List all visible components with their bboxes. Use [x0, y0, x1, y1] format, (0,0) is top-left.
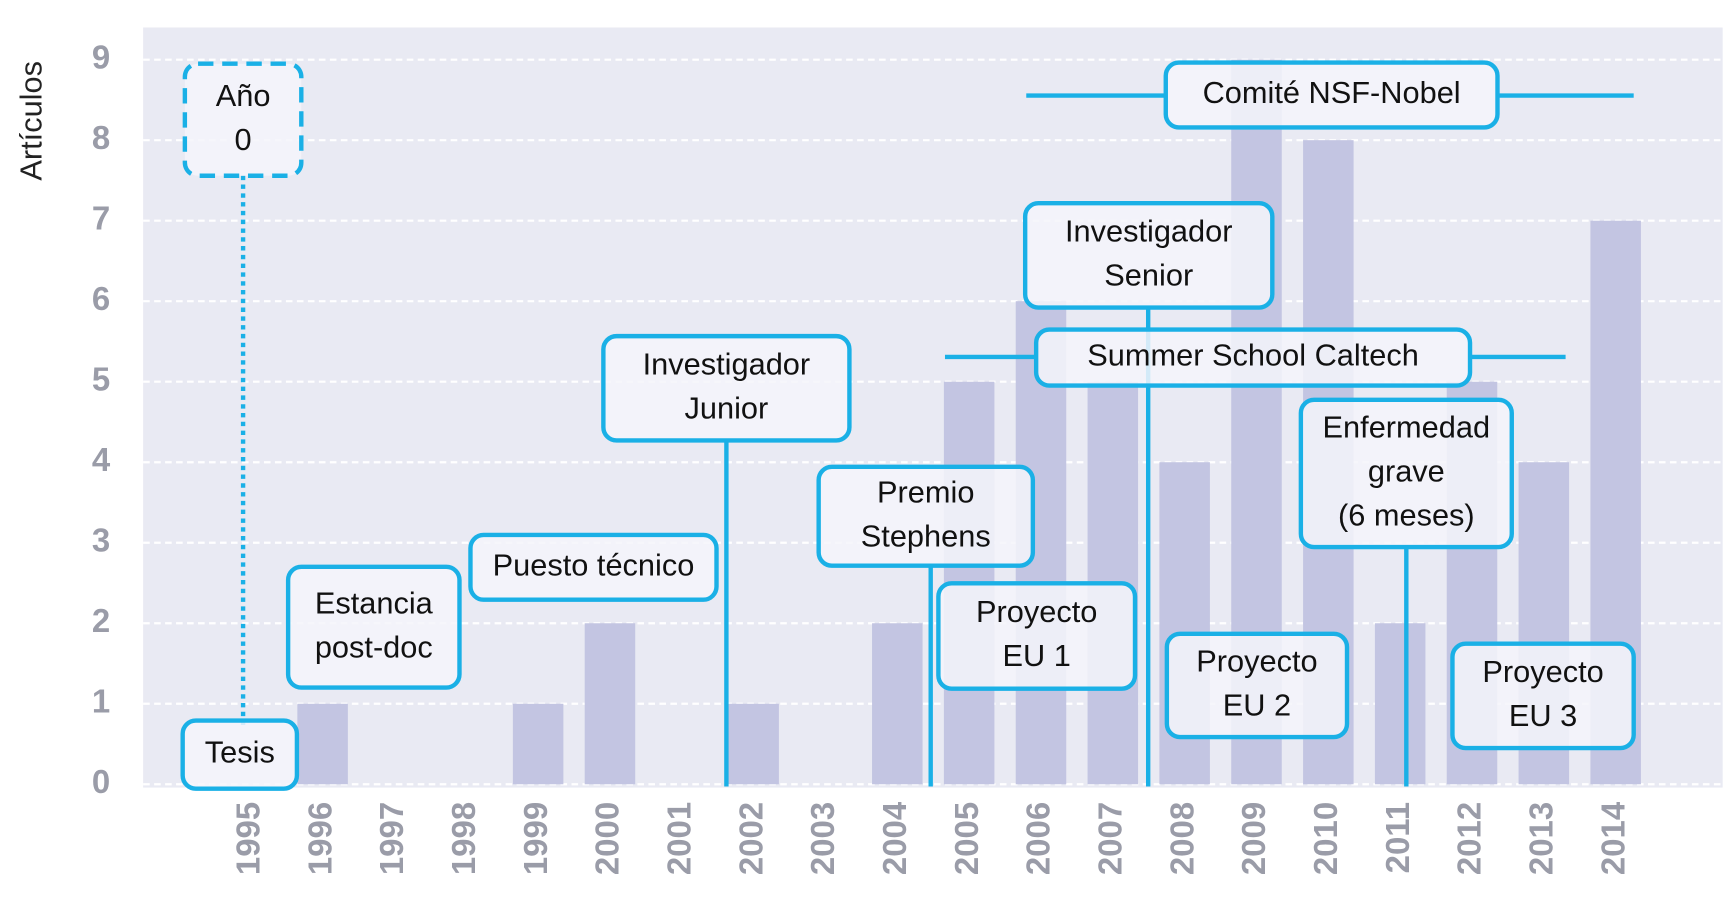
annotation: Puesto técnico: [468, 532, 719, 602]
x-tick-label: 2013: [1523, 802, 1560, 875]
annotation: Tesis: [180, 718, 300, 791]
y-tick-label: 4: [92, 441, 111, 478]
annotation-box: [1450, 641, 1636, 751]
annotation-text: Estancia: [315, 585, 434, 620]
annotation-text: Proyecto: [976, 594, 1097, 629]
annotation-text: Puesto técnico: [493, 547, 695, 582]
annotation-box: [180, 718, 300, 791]
x-tick-label: 2012: [1451, 802, 1488, 875]
annotation-text: Año: [216, 78, 271, 113]
annotation-text: Proyecto: [1196, 644, 1317, 679]
x-tick-label: 2006: [1020, 802, 1057, 875]
annotation-text: Investigador: [643, 346, 811, 381]
bar: [512, 703, 564, 785]
x-tick-label: 2000: [589, 802, 626, 875]
annotation-text: Investigador: [1065, 214, 1233, 249]
x-tick-label: 1996: [301, 802, 338, 875]
annotation-text: 0: [235, 122, 252, 157]
y-tick-label: 6: [92, 280, 110, 317]
y-tick-label: 9: [92, 38, 110, 75]
annotation: Proyecto EU 2: [1164, 631, 1350, 740]
x-tick-label: 2007: [1092, 802, 1129, 875]
x-tick-label: 2002: [732, 802, 769, 875]
annotation-box: [816, 464, 1036, 568]
annotation-text: EU 3: [1509, 698, 1577, 733]
annotation-box: [1163, 60, 1500, 130]
annotation-text: Proyecto: [1482, 654, 1603, 689]
annotation-text: Comité NSF-Nobel: [1203, 75, 1461, 110]
annotation-box: [1033, 327, 1473, 388]
x-tick-label: 2005: [948, 802, 985, 875]
annotation-text: Premio: [877, 474, 974, 509]
annotation-box: [1164, 631, 1350, 740]
x-tick-label: 2004: [876, 801, 913, 875]
x-tick-label: 2010: [1307, 802, 1344, 875]
annotation-box: [182, 61, 304, 178]
bar: [872, 623, 923, 785]
bar: [728, 703, 779, 785]
y-tick-label: 8: [92, 119, 110, 156]
annotation-box: [936, 581, 1138, 691]
annotation-text: grave: [1368, 454, 1445, 489]
annotation: Proyecto EU 1: [936, 581, 1138, 691]
annotation-box: [1298, 397, 1514, 550]
x-tick-label: 2014: [1594, 801, 1631, 875]
annotation-text: post-doc: [315, 629, 433, 664]
x-tick-label: 2001: [661, 802, 698, 875]
annotation-box: [468, 532, 719, 602]
annotation-text: Summer School Caltech: [1087, 338, 1419, 373]
x-tick-label: 1999: [517, 802, 554, 875]
annotation: Summer School Caltech: [1033, 327, 1473, 388]
x-tick-label: 2008: [1163, 802, 1200, 875]
annotation-text: EU 2: [1223, 688, 1291, 723]
annotation-box: [285, 564, 462, 690]
y-tick-label: 5: [92, 360, 110, 397]
annotation: Año 0: [182, 61, 304, 178]
annotation: Investigador Senior: [1022, 201, 1275, 310]
annotation-text: Junior: [685, 390, 769, 425]
annotation: Proyecto EU 3: [1450, 641, 1636, 751]
bar: [297, 703, 348, 785]
x-tick-label: 2011: [1379, 802, 1416, 873]
x-tick-label: 2003: [804, 802, 841, 875]
annotation-text: Senior: [1104, 257, 1193, 292]
annotation-text: Enfermedad: [1323, 410, 1491, 445]
y-tick-label: 7: [92, 199, 110, 236]
annotation: Investigador Junior: [601, 333, 852, 443]
annotation-text: (6 meses): [1338, 497, 1475, 532]
bar: [584, 623, 636, 785]
x-tick-label: 2009: [1235, 802, 1272, 875]
annotation-box: [1022, 201, 1275, 310]
annotation-text: Tesis: [205, 735, 275, 770]
annotation: Comité NSF-Nobel: [1163, 60, 1500, 130]
x-tick-label: 1998: [445, 802, 482, 875]
y-tick-label: 3: [92, 521, 110, 558]
annotation-text: Stephens: [861, 518, 991, 553]
annotation: Premio Stephens: [816, 464, 1036, 568]
y-tick-label: 2: [92, 602, 110, 639]
annotation: Estancia post-doc: [285, 564, 462, 690]
y-axis-label: Artículos: [13, 61, 48, 181]
annotation-text: EU 1: [1003, 638, 1071, 673]
bar: [1374, 623, 1426, 785]
x-tick-label: 1995: [229, 802, 266, 875]
annotation: Enfermedad grave (6 meses): [1298, 397, 1514, 550]
y-tick-label: 1: [92, 682, 110, 719]
annotation-box: [601, 333, 852, 443]
y-tick-label: 0: [92, 763, 110, 800]
x-tick-label: 1997: [373, 802, 410, 875]
